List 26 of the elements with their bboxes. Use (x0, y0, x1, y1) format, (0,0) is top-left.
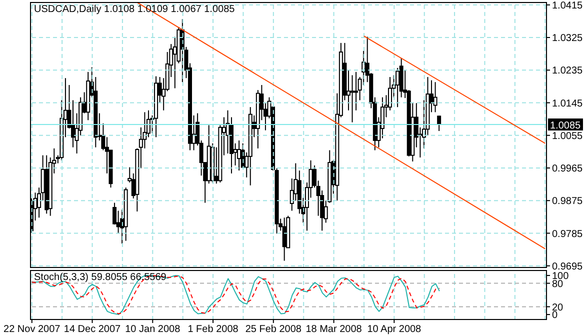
candlestick (437, 115, 442, 132)
y-tick-label: 0.9965 (552, 164, 584, 175)
y-tick-label: 0.9695 (552, 261, 584, 272)
y-tick-label: 1.0235 (552, 66, 584, 77)
y-tick-label: 80 (552, 278, 564, 290)
candlestick (396, 67, 400, 108)
x-tick-label: 14 Dec 2007 (64, 324, 122, 336)
x-tick-label: 25 Feb 2008 (245, 324, 302, 336)
y-tick-label: 1.0055 (552, 130, 584, 142)
y-tick-label: 0.9875 (552, 196, 584, 208)
candlestick (433, 82, 438, 113)
x-tick-label: 10 Apr 2008 (367, 324, 422, 336)
y-tick-label: 1.0325 (552, 33, 584, 44)
candlestick (350, 74, 354, 123)
x-tick-label: 1 Feb 2008 (188, 324, 239, 336)
y-tick-label: 1.0145 (552, 98, 584, 110)
candlestick (116, 210, 120, 234)
y-tick-label: 1.0415 (552, 0, 584, 12)
ref-line-label: 1.0085 (550, 120, 582, 132)
x-tick-label: 10 Jan 2008 (125, 324, 181, 336)
y-tick-label: 0 (552, 310, 558, 322)
y-tick-label: 0.9785 (552, 228, 584, 240)
x-tick-label: 18 Mar 2008 (306, 324, 362, 336)
candlestick (237, 140, 242, 172)
x-tick-label: 22 Nov 2007 (4, 324, 61, 336)
candlestick (354, 71, 358, 111)
